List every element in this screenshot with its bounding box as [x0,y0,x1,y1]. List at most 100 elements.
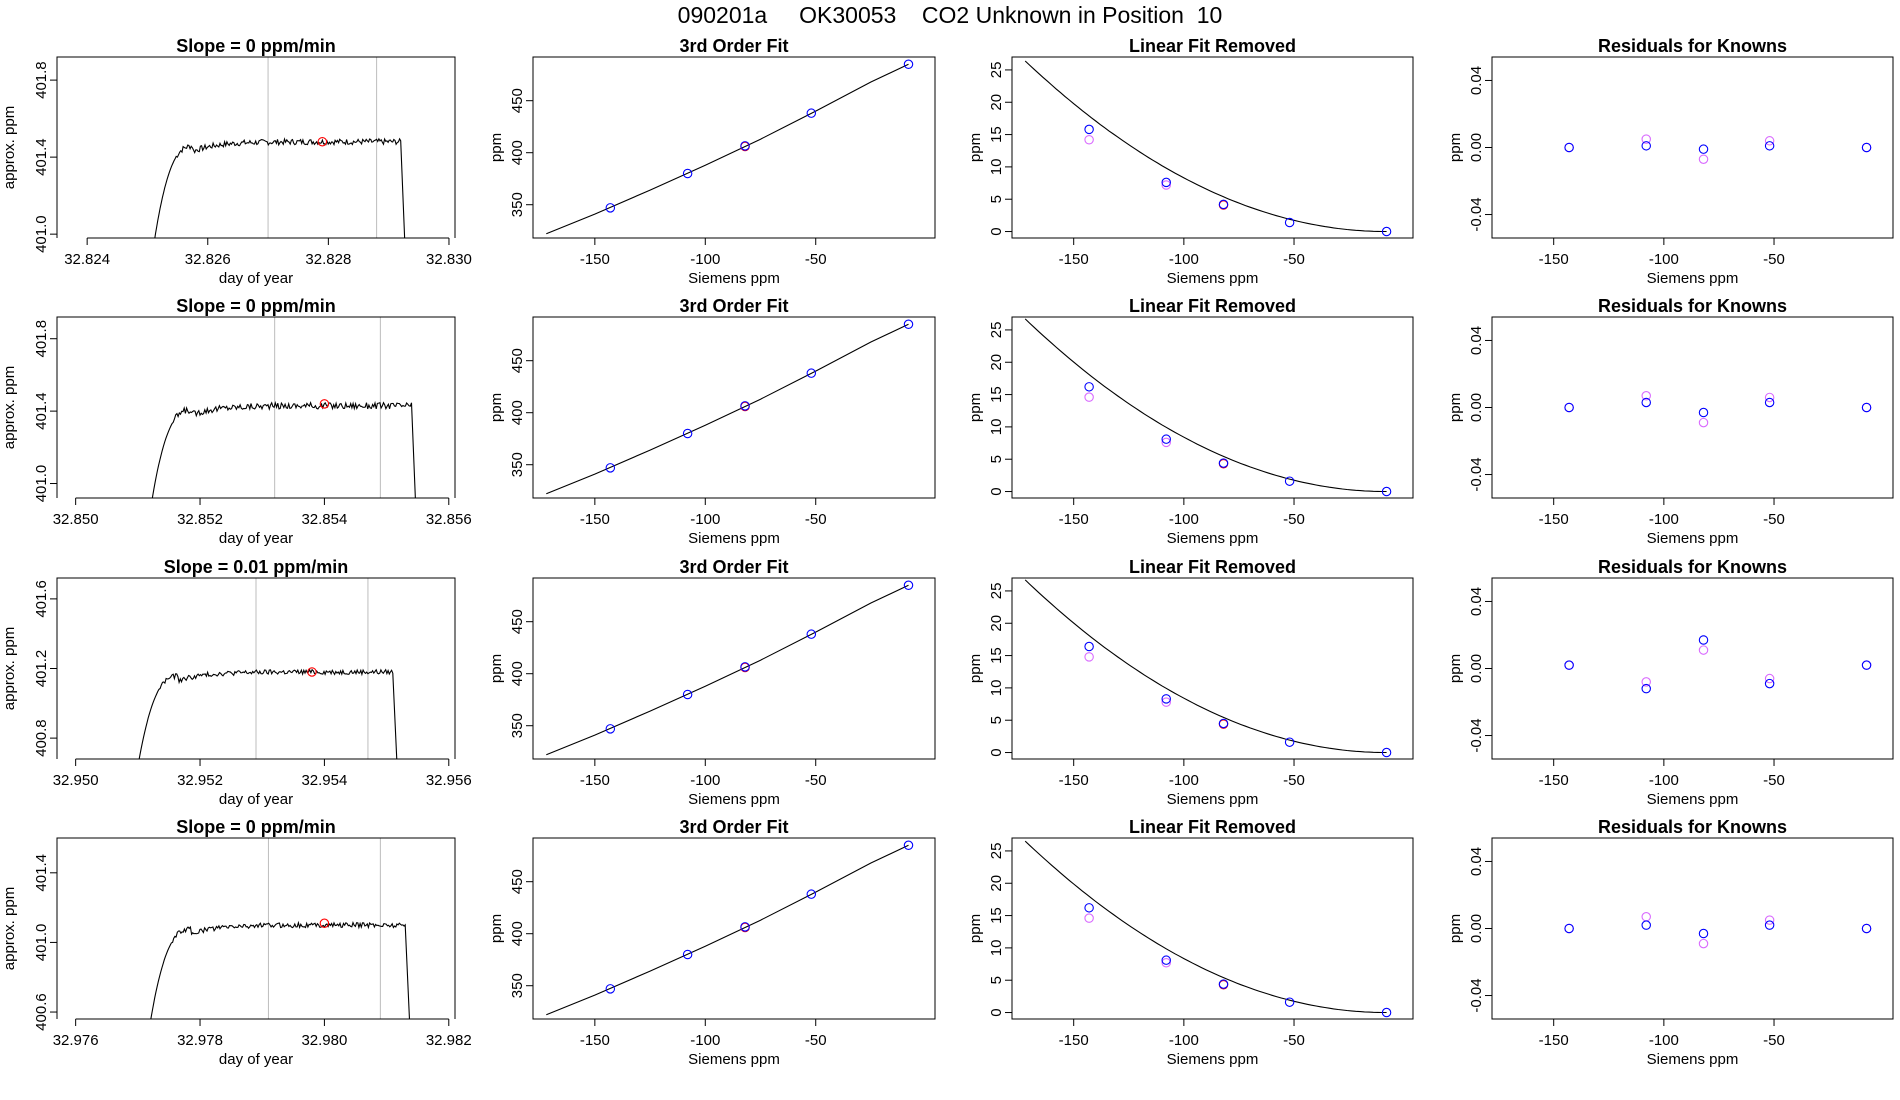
residual-magenta [1698,938,1709,949]
unknown-point-overlay [1218,718,1229,729]
x-axis: 32.950 32.952 32.954 32.956 [53,758,472,789]
panel-r2-linear_removed: Linear Fit Removed -150 -100 -50 Siemens ppm… [967,296,1414,547]
known-point [903,59,914,70]
x-axis-label: Siemens ppm [688,791,780,808]
panel-r4-trace: Slope = 0 ppm/min 32.976 32.978 32.980 32.98… [1,817,472,1068]
y-axis-label: approx. ppm [1,627,18,710]
known-point [1381,747,1392,758]
y-tick-label: 401.0 [33,215,50,253]
x-tick-label: -100 [690,511,720,528]
x-tick-label: -100 [1169,772,1199,789]
panel-title: Residuals for Knowns [1598,557,1787,577]
x-tick-label: -50 [1763,511,1785,528]
x-tick-label: 32.982 [426,1032,472,1049]
y-tick-label: 25 [988,62,1005,79]
y-tick-label: 15 [988,386,1005,403]
y-tick-label: 350 [509,713,526,738]
known-point [1284,217,1295,228]
x-axis-label: day of year [219,791,293,808]
plot-area [1564,134,1872,164]
y-tick-label: -0.04 [1468,978,1485,1012]
x-tick-label: -150 [1059,511,1089,528]
x-axis-label: Siemens ppm [688,1051,780,1068]
residual-blue [1564,402,1574,413]
plot-frame [56,316,456,498]
residual-blue [1641,683,1651,694]
x-axis-label: Siemens ppm [688,270,780,287]
x-axis-label: Siemens ppm [1647,270,1739,287]
residual-blue [1564,923,1574,934]
y-tick-label: 350 [509,192,526,217]
y-tick-label: 0 [988,748,1005,756]
plot-area [546,580,914,756]
x-axis: -150 -100 -50 [1539,498,1785,528]
plot-area [1564,635,1872,694]
unknown-point-overlay [1218,199,1229,210]
panel-title: 3rd Order Fit [679,296,788,316]
plot-frame [1491,837,1894,1020]
y-axis-label: ppm [488,654,505,683]
x-tick-label: -150 [580,251,610,268]
x-tick-label: -150 [1539,251,1569,268]
residual-blue [1698,635,1709,645]
plot-area [1564,391,1872,428]
y-tick-label: 5 [988,455,1005,463]
known-point [1084,641,1094,652]
x-axis: -150 -100 -50 [580,1019,827,1049]
y-axis: 400.8 401.2 401.6 [33,580,57,757]
known-point [1381,226,1392,237]
y-tick-label: 0.00 [1468,914,1485,943]
x-tick-label: -50 [1283,1032,1305,1049]
residual-blue [1764,141,1775,151]
x-axis: -150 -100 -50 [1059,498,1305,528]
plot-frame [56,837,456,1019]
y-axis: -0.04 0.00 0.04 [1468,326,1492,492]
x-tick-label: -150 [1539,1032,1569,1049]
known-point [1161,694,1171,704]
known-point [605,984,616,994]
unknown-marker [317,136,328,147]
known-point [1381,1007,1392,1018]
plot-frame [1011,837,1414,1020]
residual-magenta [1641,912,1651,922]
y-axis: 0 5 10 15 20 25 [988,583,1012,757]
plot-area [1024,60,1392,237]
x-axis-label: Siemens ppm [1167,270,1259,287]
y-axis-label: ppm [488,914,505,943]
x-tick-label: -100 [1169,511,1199,528]
y-tick-label: 450 [509,88,526,113]
residual-blue [1764,920,1775,930]
x-tick-label: -150 [580,511,610,528]
y-tick-label: -0.04 [1468,457,1485,491]
x-tick-label: -150 [1539,511,1569,528]
x-axis: -150 -100 -50 [1539,759,1785,789]
panel-title: Residuals for Knowns [1598,36,1787,56]
plot-area [546,840,914,1016]
x-tick-label: 32.826 [185,251,231,268]
panel-r4-residuals: Residuals for Knowns -150 -100 -50 Siemens p… [1447,817,1894,1068]
plot-frame [1491,56,1894,239]
y-axis-label: ppm [488,393,505,422]
y-tick-label: 400 [509,921,526,946]
x-axis: -150 -100 -50 [580,238,827,268]
x-tick-label: -50 [1763,1032,1785,1049]
known-point [682,689,693,700]
x-axis-label: Siemens ppm [1647,1051,1739,1068]
panel-r1-fit: 3rd Order Fit -150 -100 -50 Siemens ppm 350 40… [488,36,936,287]
x-tick-label: 32.954 [301,772,347,789]
x-tick-label: -100 [690,772,720,789]
plot-area [1024,579,1392,758]
residual-blue [1698,928,1709,939]
y-tick-label: 10 [988,159,1005,176]
quadratic-curve [1024,60,1387,233]
y-tick-label: 350 [509,973,526,998]
x-tick-label: -100 [1649,251,1679,268]
y-tick-label: 400 [509,140,526,165]
known-point [806,108,817,118]
known-point [1084,382,1094,392]
y-axis-label: ppm [967,914,984,943]
y-tick-label: 25 [988,843,1005,860]
known-point [605,463,616,473]
